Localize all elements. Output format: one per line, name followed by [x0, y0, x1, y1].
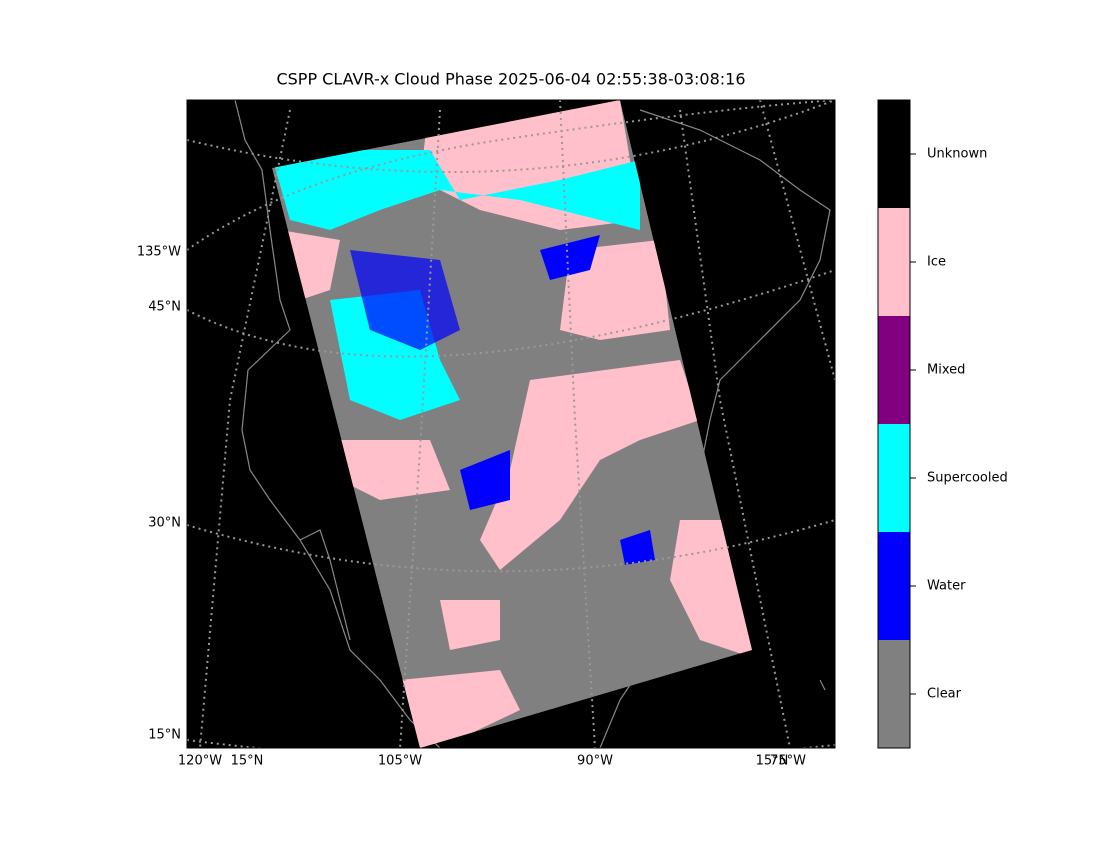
water-area	[350, 250, 460, 350]
lat-label: 45°N	[148, 300, 181, 315]
lon-label: 15°N	[231, 754, 264, 769]
colorbar-label: Mixed	[927, 363, 965, 378]
chart-title: CSPP CLAVR-x Cloud Phase 2025-06-04 02:5…	[276, 70, 745, 89]
water-area	[540, 235, 600, 280]
colorbar-swatch	[878, 640, 910, 748]
colorbar: Unknown Ice Mixed Supercooled Water Clear	[877, 99, 1008, 749]
lat-label: 15°N	[148, 728, 181, 743]
lon-label: 105°W	[378, 754, 422, 769]
colorbar-label: Ice	[927, 255, 946, 270]
ice-area	[330, 440, 450, 500]
ice-area	[400, 670, 520, 748]
colorbar-swatch	[878, 532, 910, 640]
colorbar-swatch	[878, 424, 910, 532]
colorbar-label: Water	[927, 579, 966, 594]
colorbar-label: Clear	[927, 687, 962, 702]
lat-label: 30°N	[148, 516, 181, 531]
colorbar-swatch	[878, 316, 910, 424]
colorbar-swatch	[878, 100, 910, 208]
water-area	[460, 450, 510, 510]
ice-area	[480, 360, 700, 570]
lon-label: 120°W	[178, 754, 222, 769]
lon-label: 75°W	[770, 754, 806, 769]
lon-label: 15°N	[756, 754, 789, 769]
map	[187, 100, 835, 748]
lat-label: 135°W	[137, 245, 181, 260]
lon-label: 90°W	[577, 754, 613, 769]
colorbar-swatch	[878, 208, 910, 316]
map-frame	[186, 99, 836, 749]
ice-area	[440, 600, 500, 650]
colorbar-frame	[877, 99, 911, 749]
swath	[272, 100, 752, 748]
colorbar-label: Unknown	[927, 147, 987, 162]
colorbar-label: Supercooled	[927, 471, 1008, 486]
graticule	[187, 100, 835, 748]
water-area	[620, 530, 655, 565]
